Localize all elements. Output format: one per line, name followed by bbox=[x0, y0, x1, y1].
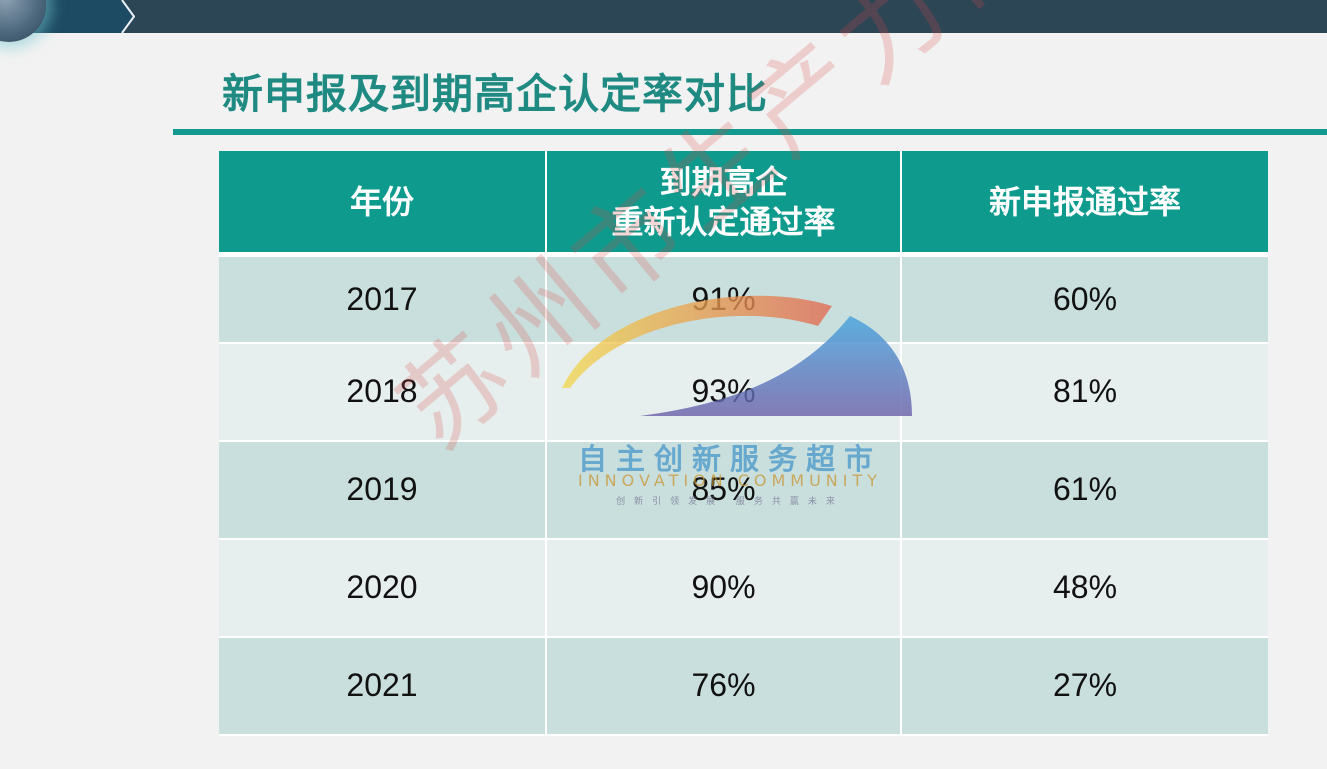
decorative-orb-icon bbox=[0, 0, 46, 42]
cell-new-rate: 60% bbox=[901, 254, 1268, 344]
cell-year: 2019 bbox=[219, 440, 547, 540]
table-row: 2021 76% 27% bbox=[219, 636, 1268, 736]
slide-title: 新申报及到期高企认定率对比 bbox=[222, 70, 768, 118]
cell-renewal-rate: 91% bbox=[546, 254, 902, 344]
header-year: 年份 bbox=[219, 151, 547, 257]
cell-renewal-rate: 85% bbox=[546, 440, 902, 540]
table-row: 2017 91% 60% bbox=[219, 254, 1268, 344]
top-bar bbox=[0, 0, 1327, 33]
cell-new-rate: 81% bbox=[901, 342, 1268, 442]
cell-renewal-rate: 76% bbox=[546, 636, 902, 736]
cell-year: 2018 bbox=[219, 342, 547, 442]
title-underline bbox=[173, 129, 1327, 135]
table-header-row: 年份 到期高企 重新认定通过率 新申报通过率 bbox=[219, 151, 1268, 257]
cell-renewal-rate: 93% bbox=[546, 342, 902, 442]
cell-year: 2020 bbox=[219, 538, 547, 638]
header-renewal-line1: 到期高企 bbox=[659, 162, 788, 201]
cell-new-rate: 61% bbox=[901, 440, 1268, 540]
cell-renewal-rate: 90% bbox=[546, 538, 902, 638]
cell-year: 2021 bbox=[219, 636, 547, 736]
header-renewal-line2: 重新认定通过率 bbox=[611, 202, 836, 241]
cell-new-rate: 48% bbox=[901, 538, 1268, 638]
comparison-table: 年份 到期高企 重新认定通过率 新申报通过率 2017 91% 60% 2018… bbox=[219, 151, 1268, 736]
header-renewal-rate: 到期高企 重新认定通过率 bbox=[546, 151, 902, 257]
table-row: 2018 93% 81% bbox=[219, 342, 1268, 442]
table-row: 2019 85% 61% bbox=[219, 440, 1268, 540]
cell-year: 2017 bbox=[219, 254, 547, 344]
table-row: 2020 90% 48% bbox=[219, 538, 1268, 638]
header-new-rate: 新申报通过率 bbox=[901, 151, 1268, 257]
cell-new-rate: 27% bbox=[901, 636, 1268, 736]
